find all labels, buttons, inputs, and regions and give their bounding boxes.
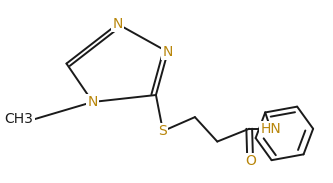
Text: O: O bbox=[245, 154, 256, 168]
Text: S: S bbox=[159, 124, 167, 138]
Text: N: N bbox=[88, 95, 98, 109]
Text: N: N bbox=[163, 45, 173, 59]
Text: CH3: CH3 bbox=[5, 112, 34, 126]
Text: HN: HN bbox=[260, 122, 281, 136]
Text: N: N bbox=[113, 17, 123, 31]
